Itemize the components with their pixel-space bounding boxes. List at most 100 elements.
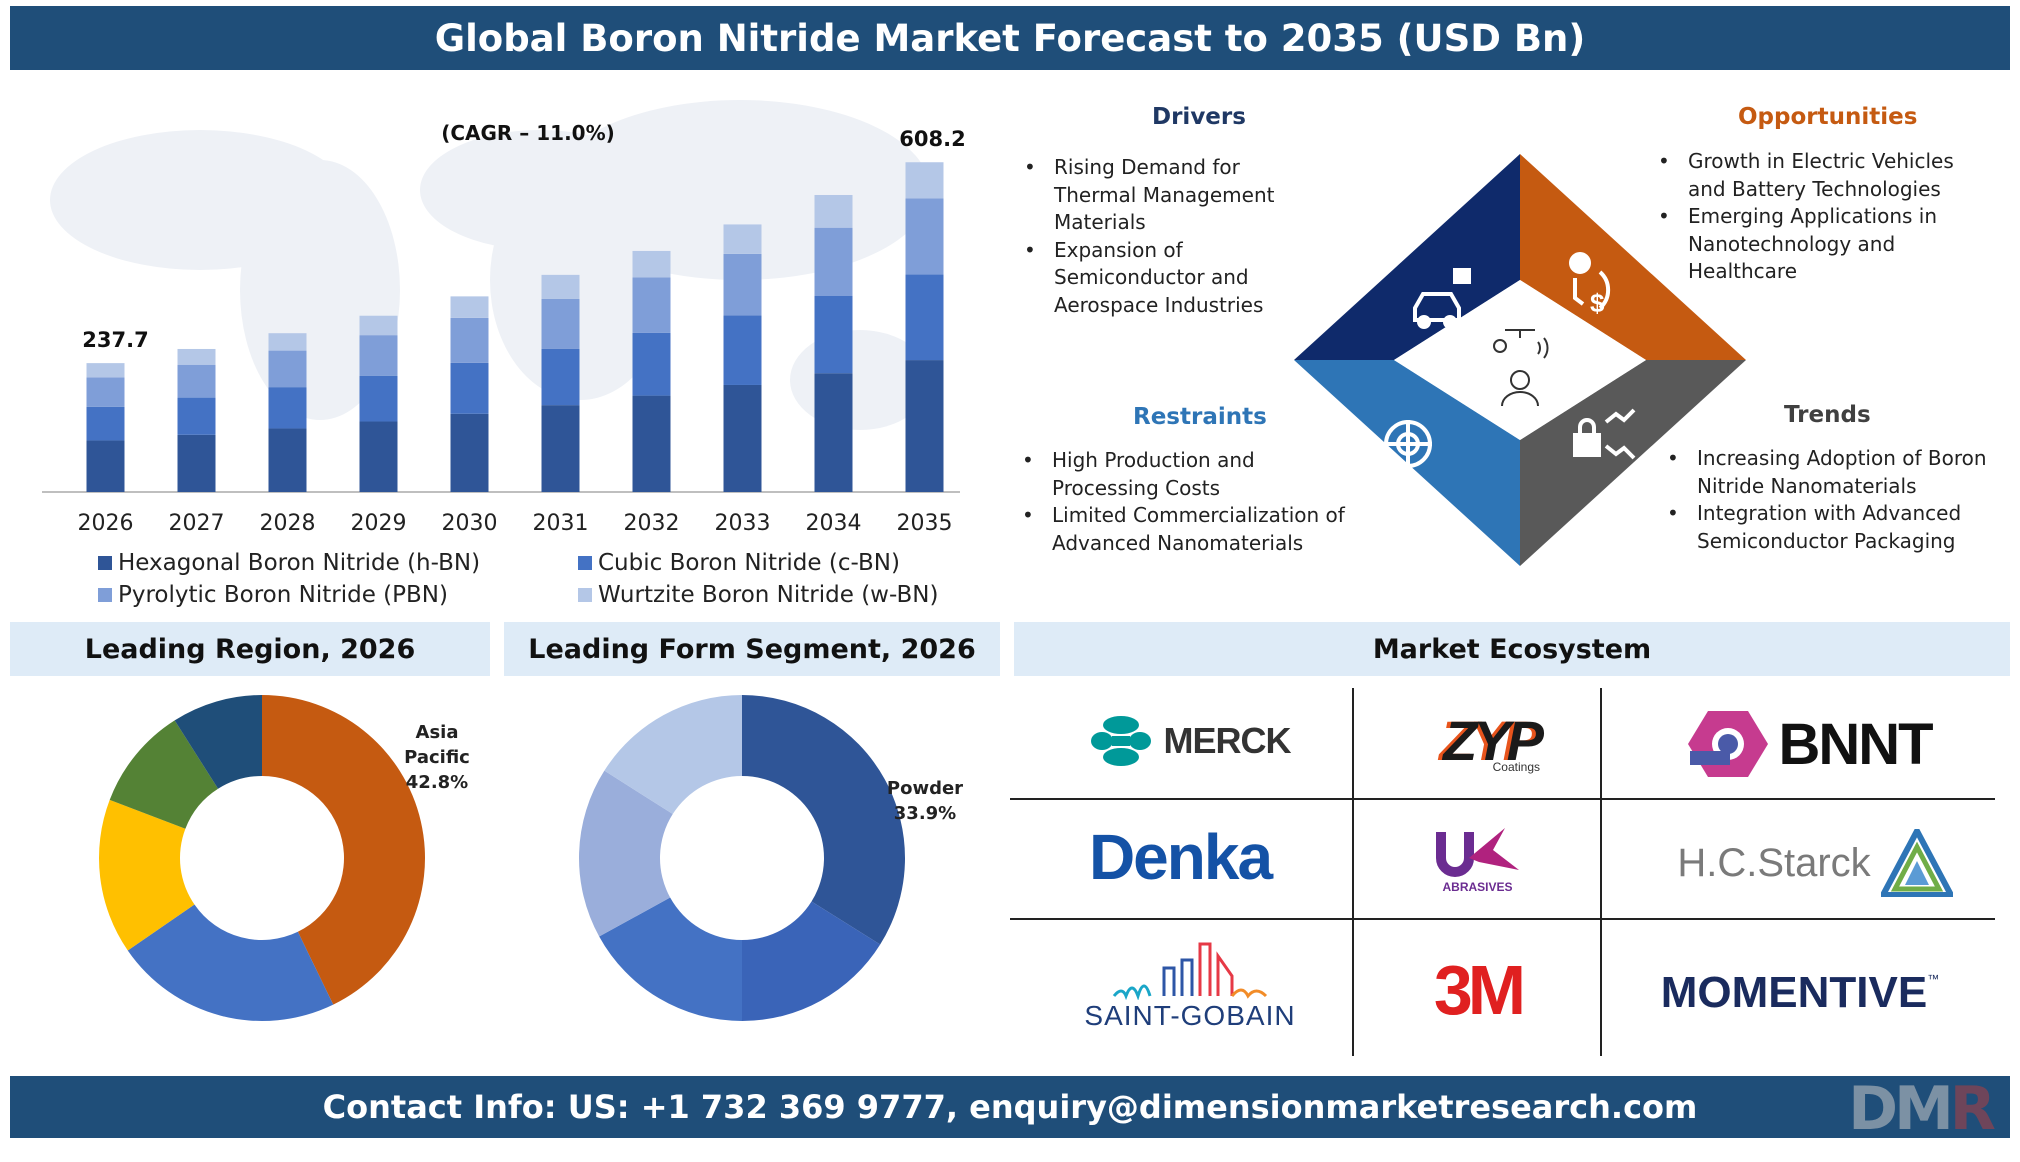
- hc-starck-logo: H.C.Starck: [1650, 818, 1980, 908]
- donut-slice-0: [742, 695, 905, 945]
- restraints-item: High Production and Processing Costs: [1022, 447, 1352, 502]
- opportunities-item: Emerging Applications in Nanotechnology …: [1658, 203, 1988, 286]
- region-donut-chart: [98, 695, 425, 1021]
- legend-item-cbn: Cubic Boron Nitride (c-BN): [578, 550, 998, 576]
- market-dynamics-diamond: $: [1294, 154, 1746, 566]
- form-label-value: 33.9%: [893, 803, 957, 824]
- bar-segment-2027-s1: [177, 397, 216, 435]
- merck-logo-text: MERCK: [1163, 720, 1292, 761]
- bar-segment-2031-s3: [541, 274, 580, 299]
- bar-segment-2029-s3: [359, 315, 398, 336]
- bar-segment-2028-s3: [268, 333, 307, 351]
- bar-segment-2034-s3: [814, 194, 853, 228]
- ecosystem-divider: [1010, 918, 1995, 920]
- saint-gobain-skyline-icon: [1112, 942, 1268, 1000]
- bar-segment-2028-s0: [268, 428, 307, 492]
- donut-slice-2: [599, 897, 742, 1021]
- region-donut-label: Asia Pacific 42.8%: [392, 720, 482, 795]
- bar-segment-2034-s2: [814, 227, 853, 296]
- uk-abrasives-logo-text: ABRASIVES: [1442, 880, 1513, 894]
- bnnt-logo-text: BNNT: [1778, 711, 1933, 777]
- x-tick-label: 2028: [260, 511, 316, 536]
- bar-total-label: 608.2: [899, 127, 965, 151]
- bar-segment-2027-s0: [177, 434, 216, 492]
- bar-segment-2033-s1: [723, 315, 762, 385]
- zyp-logo-subtext: Coatings: [1492, 760, 1540, 774]
- momentive-logo: MOMENTIVE ™: [1620, 948, 1980, 1038]
- zyp-logo-text: ZYP: [1443, 709, 1544, 772]
- bar-segment-2026-s1: [86, 406, 125, 441]
- donut-slice-4: [604, 695, 742, 815]
- legend-label-pbn: Pyrolytic Boron Nitride (PBN): [118, 582, 448, 608]
- bar-segment-2026-s2: [86, 377, 125, 407]
- denka-logo: Denka: [1030, 812, 1330, 902]
- trends-item: Integration with Advanced Semiconductor …: [1667, 500, 1987, 555]
- donut-slice-0: [262, 695, 425, 1005]
- bar-segment-2031-s2: [541, 298, 580, 349]
- denka-logo-text: Denka: [1088, 821, 1273, 893]
- bar-segment-2033-s0: [723, 384, 762, 492]
- hc-starck-triangle-icon: [1880, 829, 1953, 897]
- donut-slice-3: [109, 720, 219, 829]
- bar-segment-2030-s1: [450, 362, 489, 414]
- bar-segment-2035-s2: [905, 198, 944, 275]
- restraints-list: High Production and Processing Costs Lim…: [1022, 447, 1352, 557]
- diamond-quadrant-trends: [1520, 360, 1746, 566]
- bar-segment-2030-s2: [450, 317, 489, 363]
- bar-segment-2031-s1: [541, 348, 580, 406]
- bar-segment-2026-s0: [86, 440, 125, 492]
- zyp-logo: ZYP Coatings: [1415, 708, 1544, 780]
- bar-segment-2034-s0: [814, 373, 853, 492]
- bar-segment-2032-s2: [632, 277, 671, 333]
- bar-segment-2027-s3: [177, 348, 216, 365]
- 3m-logo-text: 3M: [1433, 951, 1526, 1029]
- stacked-bar-chart: 2026 237.7 2027 2028 2029 2030 2031 2032 2033 203…: [42, 100, 966, 536]
- saint-gobain-logo-text: SAINT-GOBAIN: [1084, 1000, 1296, 1031]
- uk-abrasives-mark-icon: [1435, 828, 1519, 877]
- drivers-heading: Drivers: [1152, 104, 1246, 130]
- form-label-line1: Powder: [886, 778, 964, 799]
- drivers-item: Rising Demand for Thermal Management Mat…: [1024, 154, 1324, 237]
- bar-segment-2030-s0: [450, 413, 489, 492]
- diamond-quadrant-opportunities: [1520, 154, 1746, 360]
- drivers-list: Rising Demand for Thermal Management Mat…: [1024, 154, 1324, 319]
- hc-starck-logo-text: H.C.Starck: [1677, 840, 1871, 885]
- bar-segment-2033-s3: [723, 224, 762, 254]
- momentive-logo-text: MOMENTIVE: [1660, 968, 1928, 1017]
- trends-item: Increasing Adoption of Boron Nitride Nan…: [1667, 445, 1987, 500]
- legend-swatch-cbn: [578, 556, 592, 570]
- merck-logo: MERCK: [1050, 706, 1330, 776]
- x-tick-label: 2032: [624, 511, 680, 536]
- form-donut-label: Powder 33.9%: [878, 776, 972, 826]
- bar-segment-2030-s3: [450, 296, 489, 318]
- bar-segment-2034-s1: [814, 295, 853, 374]
- restraints-heading: Restraints: [1133, 404, 1267, 430]
- donut-slice-2: [98, 799, 195, 951]
- diamond-quadrant-drivers: [1294, 154, 1520, 360]
- bar-segment-2033-s2: [723, 253, 762, 316]
- legend-label-hbn: Hexagonal Boron Nitride (h-BN): [118, 550, 481, 576]
- lock-trend-icon: [1573, 408, 1636, 460]
- ecosystem-divider: [1352, 688, 1354, 1056]
- page-title: Global Boron Nitride Market Forecast to …: [10, 6, 2010, 70]
- bar-segment-2028-s1: [268, 387, 307, 429]
- contact-info: Contact Info: US: +1 732 369 9777, enqui…: [322, 1088, 1698, 1126]
- bar-segment-2026-s3: [86, 363, 125, 378]
- analyst-icon: [1493, 329, 1549, 407]
- money-cycle-icon: $: [1569, 252, 1611, 318]
- region-panel-title: Leading Region, 2026: [10, 622, 490, 676]
- bar-segment-2035-s3: [905, 162, 944, 199]
- cagr-annotation: (CAGR – 11.0%): [441, 121, 615, 145]
- legend-swatch-pbn: [98, 588, 112, 602]
- trends-heading: Trends: [1784, 402, 1871, 428]
- opportunities-item: Growth in Electric Vehicles and Battery …: [1658, 148, 1988, 203]
- x-tick-label: 2027: [169, 511, 225, 536]
- x-tick-label: 2035: [897, 511, 953, 536]
- bar-segment-2032-s0: [632, 395, 671, 492]
- opportunities-heading: Opportunities: [1738, 104, 1918, 130]
- gear-network-icon: [1384, 420, 1432, 468]
- bar-segment-2032-s1: [632, 332, 671, 396]
- legend-swatch-wbn: [578, 588, 592, 602]
- region-label-value: 42.8%: [405, 772, 469, 793]
- bar-segment-2029-s1: [359, 375, 398, 422]
